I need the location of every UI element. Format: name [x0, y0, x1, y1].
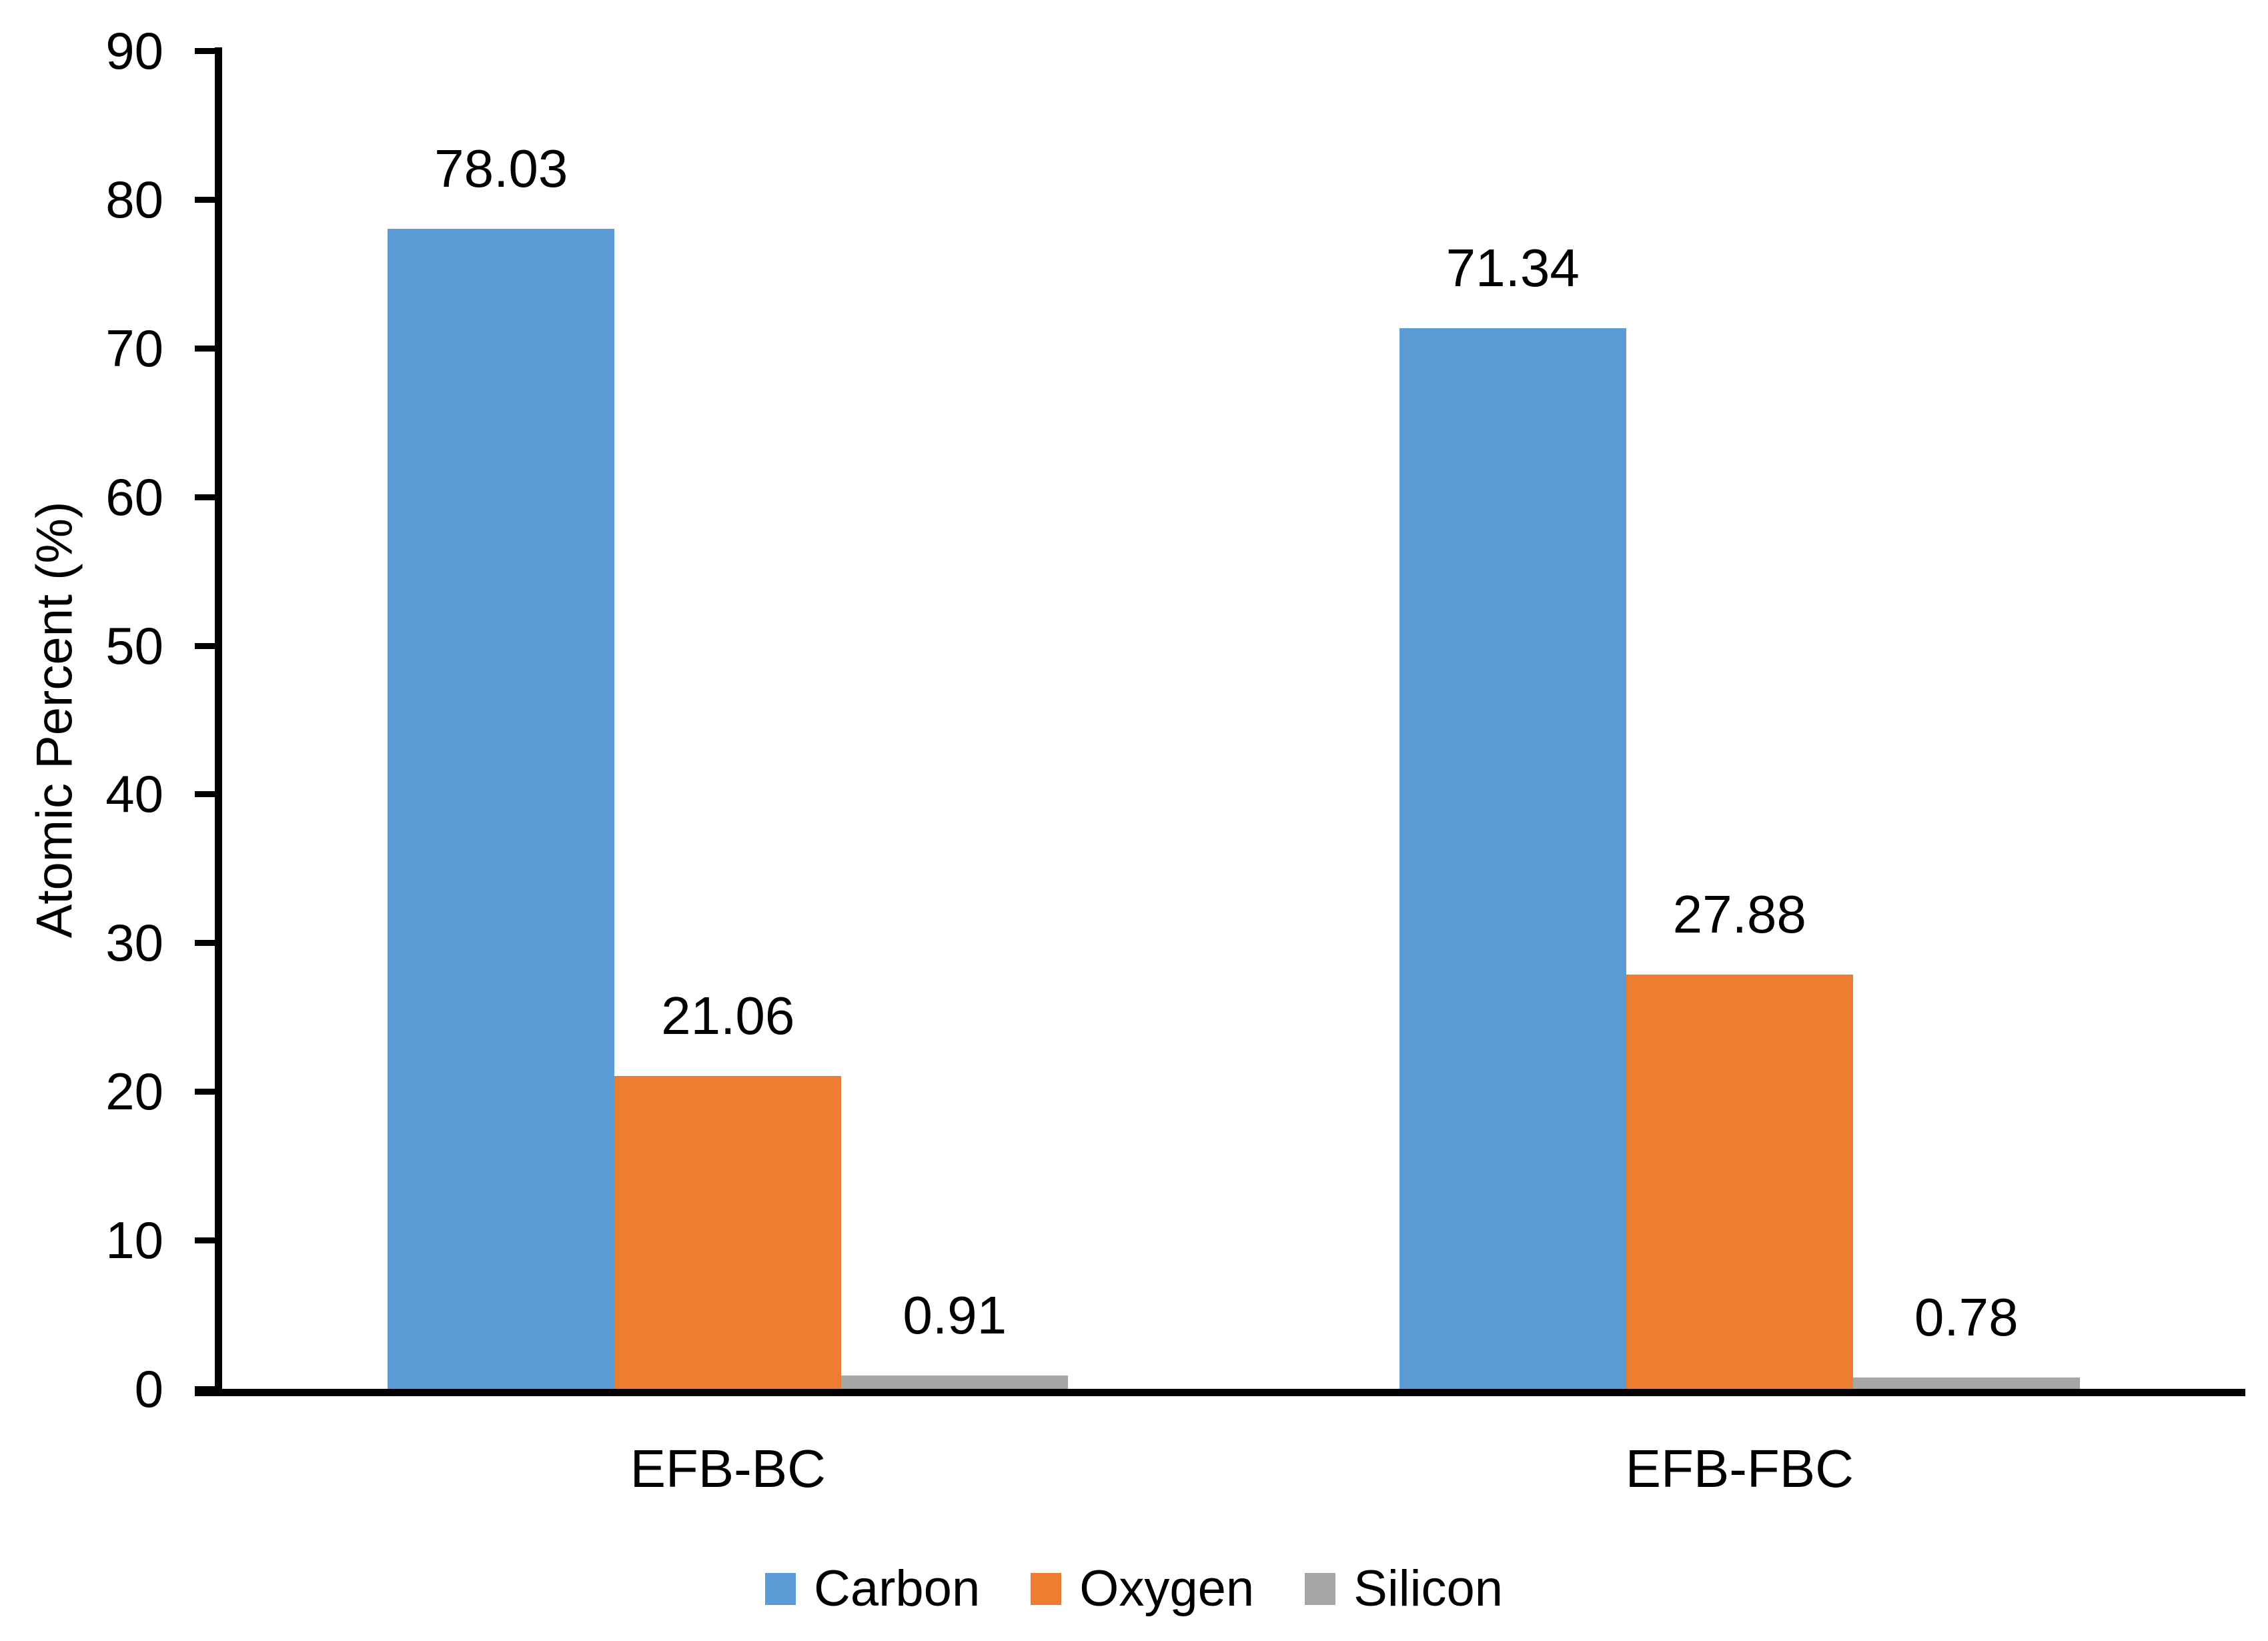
y-axis-title: Atomic Percent (%): [26, 501, 83, 939]
legend-item-carbon: Carbon: [764, 1558, 981, 1620]
bar-carbon-efb-fbc: [1399, 328, 1626, 1389]
x-category-label: EFB-BC: [630, 1439, 826, 1498]
legend-item-silicon: Silicon: [1305, 1558, 1503, 1620]
y-tick-label: 20: [105, 1062, 163, 1121]
bar-value-label: 21.06: [661, 985, 795, 1045]
y-tick-label: 40: [105, 764, 163, 824]
bar-value-label: 78.03: [434, 138, 568, 198]
y-tick: [195, 1237, 215, 1244]
y-tick: [195, 48, 215, 54]
y-tick: [195, 1089, 215, 1095]
bar-value-label: 27.88: [1672, 884, 1806, 944]
bar-value-label: 0.78: [1914, 1287, 2019, 1347]
legend-swatch-silicon: [1305, 1573, 1336, 1605]
x-category-label: EFB-FBC: [1625, 1439, 1854, 1498]
y-tick: [195, 196, 215, 203]
legend-swatch-carbon: [764, 1573, 796, 1605]
legend-label: Silicon: [1353, 1560, 1504, 1617]
y-axis-line: [215, 47, 222, 1396]
y-tick: [195, 940, 215, 947]
legend-item-oxygen: Oxygen: [1031, 1558, 1254, 1620]
bar-value-label: 71.34: [1446, 237, 1580, 298]
legend-label: Oxygen: [1079, 1560, 1255, 1617]
bar-carbon-efb-bc: [388, 228, 615, 1389]
y-tick-label: 30: [105, 913, 163, 973]
bar-silicon-efb-bc: [841, 1375, 1069, 1389]
y-tick: [195, 345, 215, 352]
y-tick-label: 70: [105, 318, 163, 378]
bar-oxygen-efb-bc: [614, 1075, 842, 1389]
legend-label: Carbon: [813, 1560, 981, 1617]
y-tick-label: 10: [105, 1211, 163, 1270]
y-tick: [195, 642, 215, 649]
legend: Carbon Oxygen Silicon: [0, 1558, 2268, 1620]
y-tick-label: 80: [105, 169, 163, 229]
bar-oxygen-efb-fbc: [1626, 974, 1853, 1389]
y-tick: [195, 494, 215, 500]
bar-silicon-efb-fbc: [1852, 1377, 2080, 1389]
x-axis-line: [195, 1389, 2245, 1396]
y-tick-label: 0: [134, 1359, 163, 1418]
y-tick: [195, 791, 215, 798]
y-tick-label: 90: [105, 21, 163, 80]
bar-value-label: 0.91: [903, 1285, 1007, 1345]
y-tick-label: 50: [105, 616, 163, 675]
legend-swatch-oxygen: [1031, 1573, 1062, 1605]
y-tick-label: 60: [105, 467, 163, 526]
